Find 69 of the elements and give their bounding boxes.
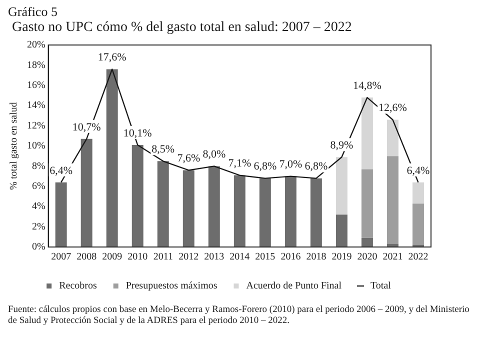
data-label: 10,1%: [123, 127, 152, 140]
bar: [157, 161, 169, 247]
x-tick-label: 2019: [332, 252, 352, 263]
y-tick-label: 0%: [32, 242, 46, 253]
bar: [234, 175, 246, 247]
data-label: 10,7%: [72, 121, 101, 134]
source-note: Fuente: cálculos propios con base en Melo-Becerra y Ramos-Forero (2010) para el periodo 2006 – 2009, y del Ministerio de Salud y Protección Social y de la ADRES para el periodo 2010 – 2022.: [7, 304, 470, 327]
x-tick-label: 2007: [51, 252, 72, 263]
bar: [80, 138, 92, 247]
data-label: 12,6%: [378, 102, 407, 114]
x-tick-label: 2016: [280, 252, 301, 263]
x-tick-label: 2014: [230, 252, 250, 263]
bar: [182, 170, 194, 247]
y-tick-label: 4%: [32, 201, 46, 212]
data-label: 14,8%: [353, 80, 382, 92]
data-label: 6,8%: [304, 160, 328, 173]
bar: [284, 176, 296, 247]
bar: [132, 144, 144, 247]
data-label: 8,9%: [330, 140, 354, 152]
data-label: 6,8%: [254, 160, 277, 173]
data-label: 8,0%: [202, 148, 226, 161]
bar: [106, 69, 118, 247]
bar: [412, 182, 424, 204]
bar: [310, 178, 322, 247]
y-tick-label: 10%: [26, 140, 46, 152]
bar: [259, 178, 271, 247]
x-tick-label: 2012: [178, 252, 199, 263]
chart-title: Gráfico 5: [7, 3, 58, 20]
bar: [361, 98, 373, 170]
x-tick-label: 2013: [204, 252, 224, 263]
y-tick-label: 12%: [26, 120, 46, 132]
data-label: 7,6%: [177, 152, 200, 165]
y-tick-label: 16%: [26, 80, 46, 92]
y-tick-label: 18%: [26, 60, 46, 71]
bar: [386, 156, 398, 244]
x-tick-label: 2022: [408, 252, 428, 263]
x-tick-label: 2021: [382, 252, 403, 263]
data-label: 17,6%: [98, 52, 126, 64]
bar: [361, 238, 373, 247]
legend-label: Acuerdo de Punto Final: [246, 280, 342, 292]
y-tick-label: 6%: [32, 181, 46, 192]
data-label: 6,4%: [406, 164, 430, 177]
chart-subtitle: Gasto no UPC cómo % del gasto total en salud: 2007 – 2022: [11, 20, 353, 36]
data-label: 7,1%: [228, 158, 252, 170]
legend-label: Presupuestos máximos: [126, 280, 218, 292]
y-tick-label: 14%: [26, 100, 46, 112]
x-tick-label: 2008: [76, 252, 97, 263]
bar: [208, 166, 220, 247]
bar: [55, 182, 67, 247]
x-tick-label: 2020: [357, 252, 378, 263]
y-tick-label: 20%: [26, 40, 46, 51]
bar: [361, 169, 373, 238]
y-tick-label: 8%: [32, 160, 46, 172]
x-tick-label: 2010: [128, 252, 148, 263]
legend-label: Total: [370, 280, 392, 292]
data-label: 8,5%: [152, 144, 175, 156]
y-axis-title: % total gasto en salud: [8, 102, 20, 190]
x-tick-label: 2011: [153, 252, 173, 263]
y-tick-label: 2%: [32, 221, 46, 232]
bar: [336, 214, 348, 247]
bar: [412, 204, 424, 245]
x-tick-label: 2009: [102, 252, 122, 263]
bar: [336, 157, 348, 215]
legend-label: Recobros: [59, 280, 97, 292]
x-tick-label: 2015: [255, 252, 276, 263]
data-label: 7,0%: [279, 158, 302, 171]
x-tick-label: 2018: [306, 252, 326, 263]
bar: [386, 120, 398, 156]
data-label: 6,4%: [50, 164, 73, 177]
